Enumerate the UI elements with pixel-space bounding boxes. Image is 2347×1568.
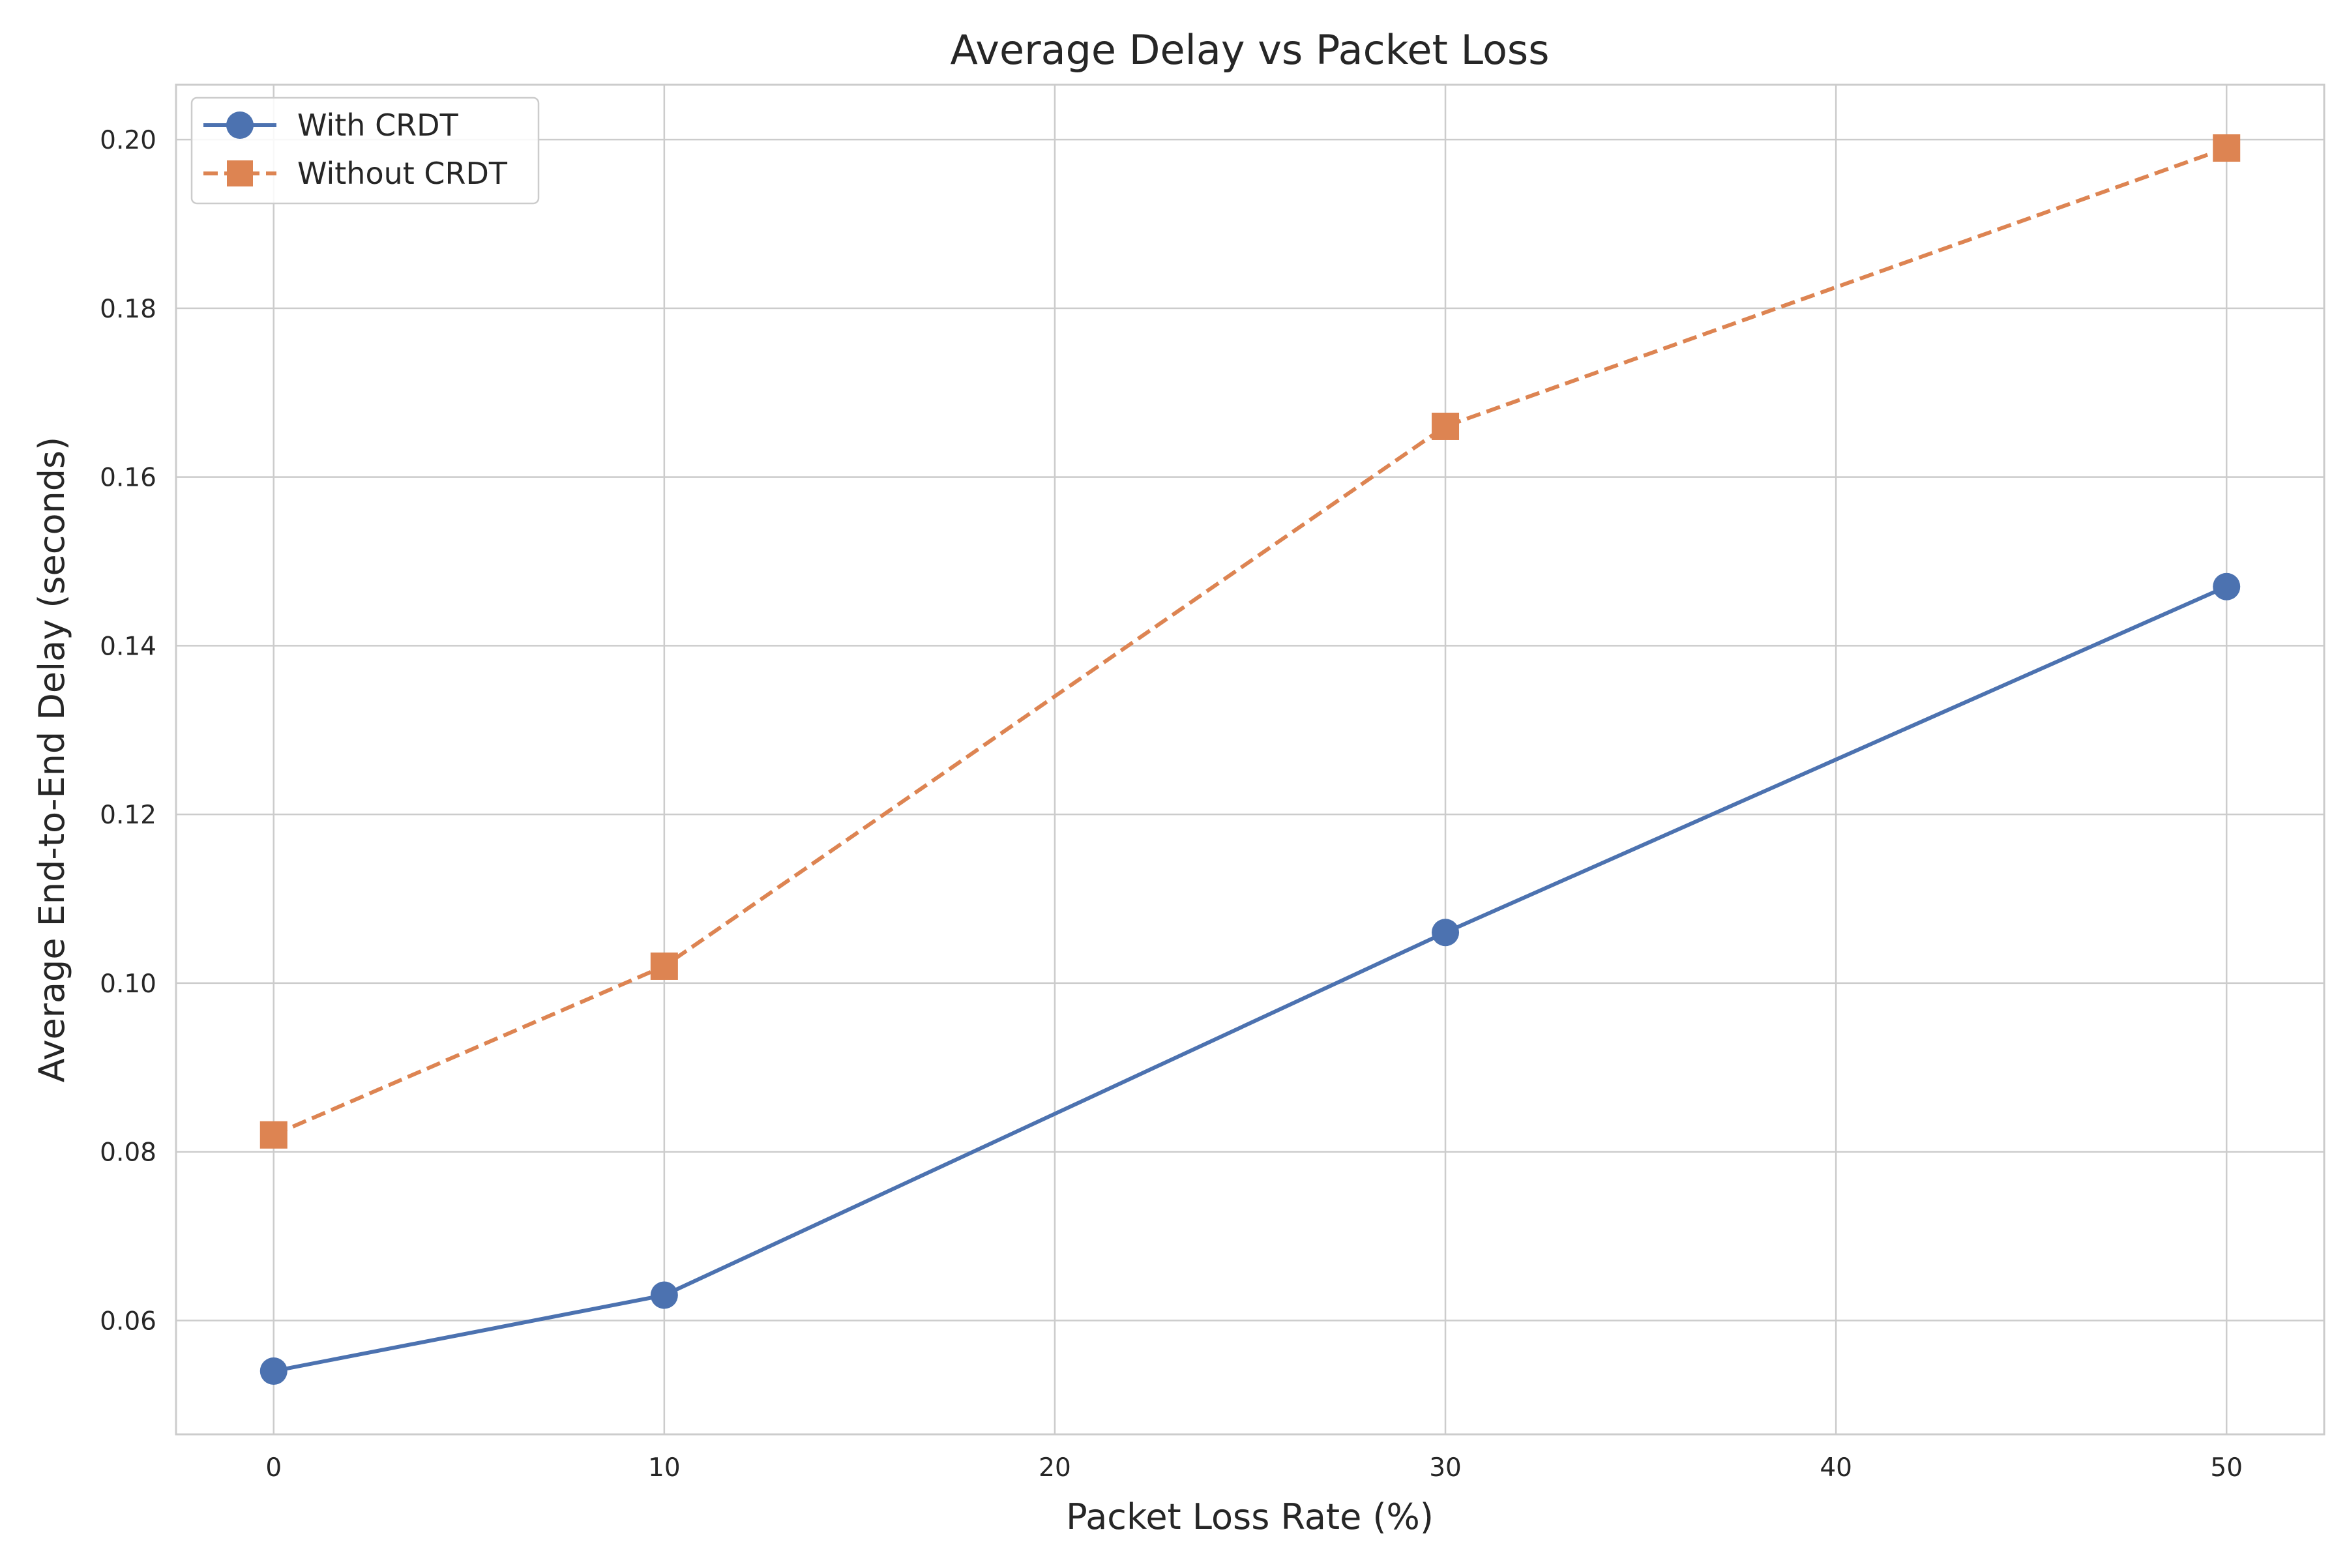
plot-frame [175,83,2325,1436]
y-tick-label: 0.08 [100,1138,156,1168]
series-lines [273,146,2228,1373]
x-tick-label: 40 [1820,1453,1852,1483]
data-point-without-crdt [1432,412,1460,440]
data-point-without-crdt [2213,134,2241,162]
y-axis-label: Average End-to-End Delay (seconds) [31,437,72,1082]
legend-label-with-crdt: With CRDT [297,108,459,143]
x-tick-label: 30 [1429,1453,1462,1483]
y-tick-label: 0.20 [100,126,156,155]
legend-box [190,96,540,205]
axes-frame [175,83,2325,1436]
series-line-without-crdt [273,146,2228,1137]
y-tick-label: 0.06 [100,1307,156,1336]
legend-entry-with-crdt: With CRDT [203,108,459,143]
legend-marker-square [227,160,253,186]
data-point-with-crdt [650,1281,678,1309]
x-axis-label: Packet Loss Rate (%) [1066,1496,1434,1537]
y-tick-label: 0.14 [100,632,156,661]
tick-labels: 0 10 20 30 40 50 0.06 0.08 0.10 0.12 0.14 0.16 0.18 0… [100,126,2243,1483]
data-point-with-crdt [1432,919,1460,947]
x-tick-label: 0 [265,1453,282,1483]
x-tick-label: 10 [648,1453,681,1483]
data-point-without-crdt [259,1121,288,1149]
legend: With CRDT Without CRDT [190,96,540,205]
chart-title: Average Delay vs Packet Loss [950,26,1549,74]
legend-marker-circle [226,111,254,139]
y-tick-label: 0.16 [100,464,156,493]
data-point-with-crdt [259,1357,288,1385]
x-tick-label: 20 [1039,1453,1071,1483]
legend-label-without-crdt: Without CRDT [297,156,508,191]
legend-entry-without-crdt: Without CRDT [203,156,508,191]
series-markers [259,134,2241,1385]
series-line-with-crdt [273,585,2228,1373]
x-tick-label: 50 [2210,1453,2243,1483]
data-point-without-crdt [650,952,678,980]
y-tick-label: 0.18 [100,295,156,324]
y-tick-label: 0.12 [100,801,156,830]
grid-lines [176,85,2324,1434]
data-point-with-crdt [2213,572,2241,600]
y-tick-label: 0.10 [100,969,156,999]
